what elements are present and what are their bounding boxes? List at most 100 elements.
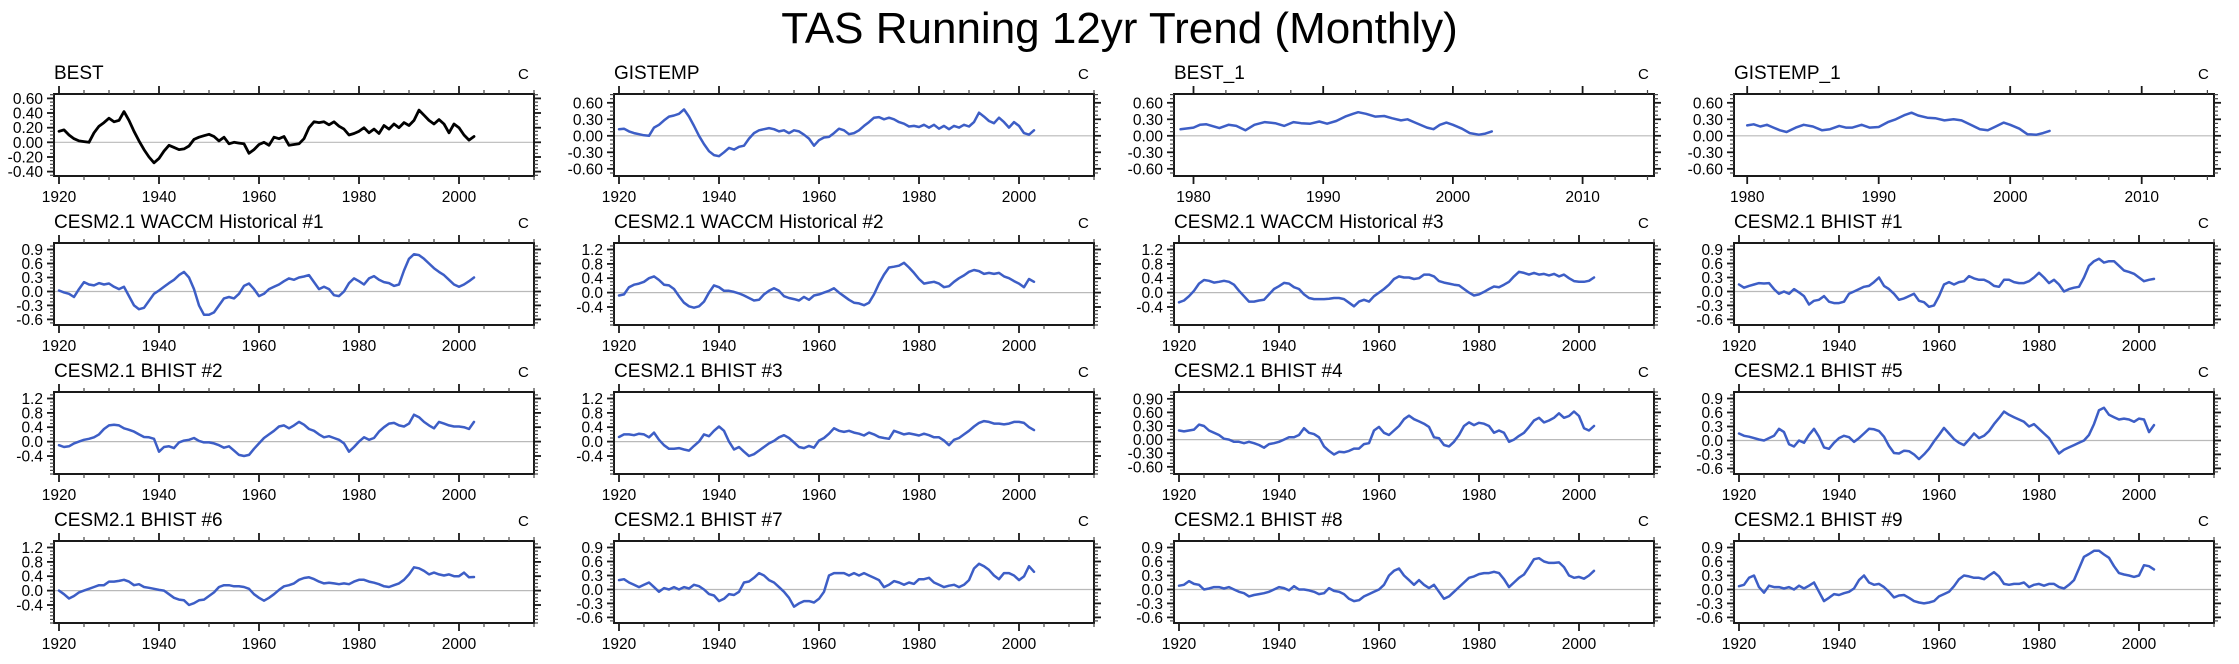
svg-text:-0.3: -0.3 bbox=[1136, 596, 1163, 613]
line-chart: 1920 1940 1960 1980 2000 0.600.300.00-0.30-0.… bbox=[568, 86, 1101, 206]
svg-text:0.3: 0.3 bbox=[1701, 568, 1723, 585]
line-chart: 1920 1940 1960 1980 2000 0.90.60.30.0-0.3-0.6 bbox=[1696, 235, 2221, 355]
svg-text:2000: 2000 bbox=[442, 636, 477, 653]
chart-panel: GISTEMP C 1920 1940 1960 1980 2000 0.60 0.30 0.… bbox=[560, 62, 1116, 211]
svg-text:2000: 2000 bbox=[2122, 338, 2157, 355]
panel-title: CESM2.1 WACCM Historical #1 bbox=[54, 212, 324, 233]
svg-text:-0.60: -0.60 bbox=[1128, 459, 1164, 476]
svg-text:1920: 1920 bbox=[602, 189, 637, 206]
panel-unit-label: C bbox=[1078, 513, 1089, 530]
panel-title: BEST_1 bbox=[1174, 63, 1245, 84]
svg-text:1.2: 1.2 bbox=[581, 242, 603, 259]
svg-text:0.90: 0.90 bbox=[1133, 391, 1164, 408]
svg-text:1960: 1960 bbox=[802, 636, 837, 653]
chart-panel: GISTEMP_1 C 1980 1990 2000 2010 0.60 0.30 0.00… bbox=[1680, 62, 2236, 211]
svg-text:1940: 1940 bbox=[1822, 636, 1857, 653]
svg-text:0.3: 0.3 bbox=[1141, 568, 1163, 585]
svg-text:-0.6: -0.6 bbox=[1696, 461, 1723, 478]
svg-text:1980: 1980 bbox=[1462, 636, 1497, 653]
svg-text:-0.6: -0.6 bbox=[16, 312, 43, 329]
panel-title: CESM2.1 BHIST #2 bbox=[54, 361, 223, 382]
svg-text:1940: 1940 bbox=[142, 487, 177, 504]
svg-text:-0.3: -0.3 bbox=[16, 298, 43, 315]
svg-text:1980: 1980 bbox=[342, 338, 377, 355]
svg-text:0.6: 0.6 bbox=[581, 554, 603, 571]
svg-text:2000: 2000 bbox=[1436, 189, 1471, 206]
svg-text:0.4: 0.4 bbox=[21, 420, 43, 437]
svg-text:-0.4: -0.4 bbox=[16, 449, 43, 466]
panel-title: CESM2.1 BHIST #6 bbox=[54, 510, 223, 531]
svg-text:0.0: 0.0 bbox=[21, 284, 43, 301]
svg-text:1980: 1980 bbox=[342, 189, 377, 206]
chart-panel: CESM2.1 BHIST #1 C 1920 1940 1960 1980 2000 0… bbox=[1680, 211, 2236, 360]
panel-title: CESM2.1 BHIST #5 bbox=[1734, 361, 1903, 382]
svg-text:-0.60: -0.60 bbox=[1688, 161, 1724, 178]
line-chart: 1920 1940 1960 1980 2000 0.90.60.30.0-0.3-0.6 bbox=[16, 235, 541, 355]
svg-text:1960: 1960 bbox=[242, 487, 277, 504]
svg-text:1920: 1920 bbox=[1722, 487, 1757, 504]
panel-title: GISTEMP bbox=[614, 63, 700, 84]
panel-title: CESM2.1 BHIST #9 bbox=[1734, 510, 1903, 531]
svg-text:1920: 1920 bbox=[1162, 338, 1197, 355]
svg-text:1920: 1920 bbox=[42, 487, 77, 504]
panel-unit-label: C bbox=[2198, 215, 2209, 232]
panel-title: BEST bbox=[54, 63, 104, 84]
svg-text:2000: 2000 bbox=[1993, 189, 2028, 206]
svg-text:1.2: 1.2 bbox=[1141, 242, 1163, 259]
svg-text:1920: 1920 bbox=[1722, 338, 1757, 355]
svg-text:1980: 1980 bbox=[1730, 189, 1765, 206]
chart-panel: CESM2.1 BHIST #5 C 1920 1940 1960 1980 2000 0… bbox=[1680, 360, 2236, 509]
panel-unit-label: C bbox=[1638, 513, 1649, 530]
svg-text:1980: 1980 bbox=[1462, 487, 1497, 504]
svg-text:1980: 1980 bbox=[902, 487, 937, 504]
svg-text:0.9: 0.9 bbox=[581, 540, 603, 557]
svg-text:1960: 1960 bbox=[1362, 636, 1397, 653]
svg-text:-0.20: -0.20 bbox=[8, 150, 44, 167]
svg-text:1920: 1920 bbox=[602, 636, 637, 653]
svg-text:1990: 1990 bbox=[1861, 189, 1896, 206]
svg-text:2000: 2000 bbox=[442, 189, 477, 206]
svg-text:0.60: 0.60 bbox=[13, 91, 44, 108]
svg-text:0.30: 0.30 bbox=[1133, 112, 1164, 129]
svg-text:1980: 1980 bbox=[902, 338, 937, 355]
panel-unit-label: C bbox=[1078, 215, 1089, 232]
svg-text:0.0: 0.0 bbox=[21, 434, 43, 451]
line-chart: 1920 1940 1960 1980 2000 1.20.80.40.0-0.4 bbox=[16, 533, 541, 653]
svg-text:1980: 1980 bbox=[2022, 487, 2057, 504]
svg-text:1920: 1920 bbox=[42, 189, 77, 206]
svg-text:0.6: 0.6 bbox=[21, 256, 43, 273]
svg-text:2010: 2010 bbox=[2124, 189, 2159, 206]
svg-text:0.6: 0.6 bbox=[1701, 405, 1723, 422]
svg-text:0.60: 0.60 bbox=[1133, 95, 1164, 112]
line-chart: 1920 1940 1960 1980 2000 0.90.60.30.0-0.3-0.6 bbox=[1696, 533, 2221, 653]
panel-unit-label: C bbox=[1638, 66, 1649, 83]
svg-text:0.0: 0.0 bbox=[581, 285, 603, 302]
svg-text:0.0: 0.0 bbox=[1701, 433, 1723, 450]
panel-title: CESM2.1 WACCM Historical #2 bbox=[614, 212, 884, 233]
svg-text:0.0: 0.0 bbox=[1701, 284, 1723, 301]
svg-text:0.0: 0.0 bbox=[1141, 582, 1163, 599]
line-chart: 1920 1940 1960 1980 2000 0.90.60.30.0-0.3-0.6 bbox=[1696, 384, 2221, 504]
svg-text:1980: 1980 bbox=[1462, 338, 1497, 355]
svg-text:1940: 1940 bbox=[142, 338, 177, 355]
svg-text:-0.4: -0.4 bbox=[1136, 300, 1163, 317]
panel-unit-label: C bbox=[518, 364, 529, 381]
svg-text:1960: 1960 bbox=[242, 636, 277, 653]
svg-text:1960: 1960 bbox=[1922, 636, 1957, 653]
svg-text:-0.6: -0.6 bbox=[1696, 312, 1723, 329]
svg-text:1960: 1960 bbox=[242, 338, 277, 355]
panel-unit-label: C bbox=[2198, 513, 2209, 530]
svg-text:0.6: 0.6 bbox=[1141, 554, 1163, 571]
svg-text:0.20: 0.20 bbox=[13, 120, 44, 137]
svg-text:0.9: 0.9 bbox=[1701, 391, 1723, 408]
line-chart: 1980 1990 2000 2010 0.600.300.00-0.30-0.60 bbox=[1128, 86, 1661, 206]
svg-text:2000: 2000 bbox=[442, 487, 477, 504]
svg-text:1920: 1920 bbox=[602, 338, 637, 355]
svg-text:1960: 1960 bbox=[802, 487, 837, 504]
svg-text:1960: 1960 bbox=[1362, 487, 1397, 504]
svg-text:1.2: 1.2 bbox=[581, 391, 603, 408]
panel-title: GISTEMP_1 bbox=[1734, 63, 1841, 84]
svg-text:0.8: 0.8 bbox=[21, 554, 43, 571]
svg-text:-0.4: -0.4 bbox=[16, 598, 43, 615]
chart-panel: BEST C 1920 1940 1960 1980 2000 0.60 0.40 0.20 0… bbox=[0, 62, 556, 211]
